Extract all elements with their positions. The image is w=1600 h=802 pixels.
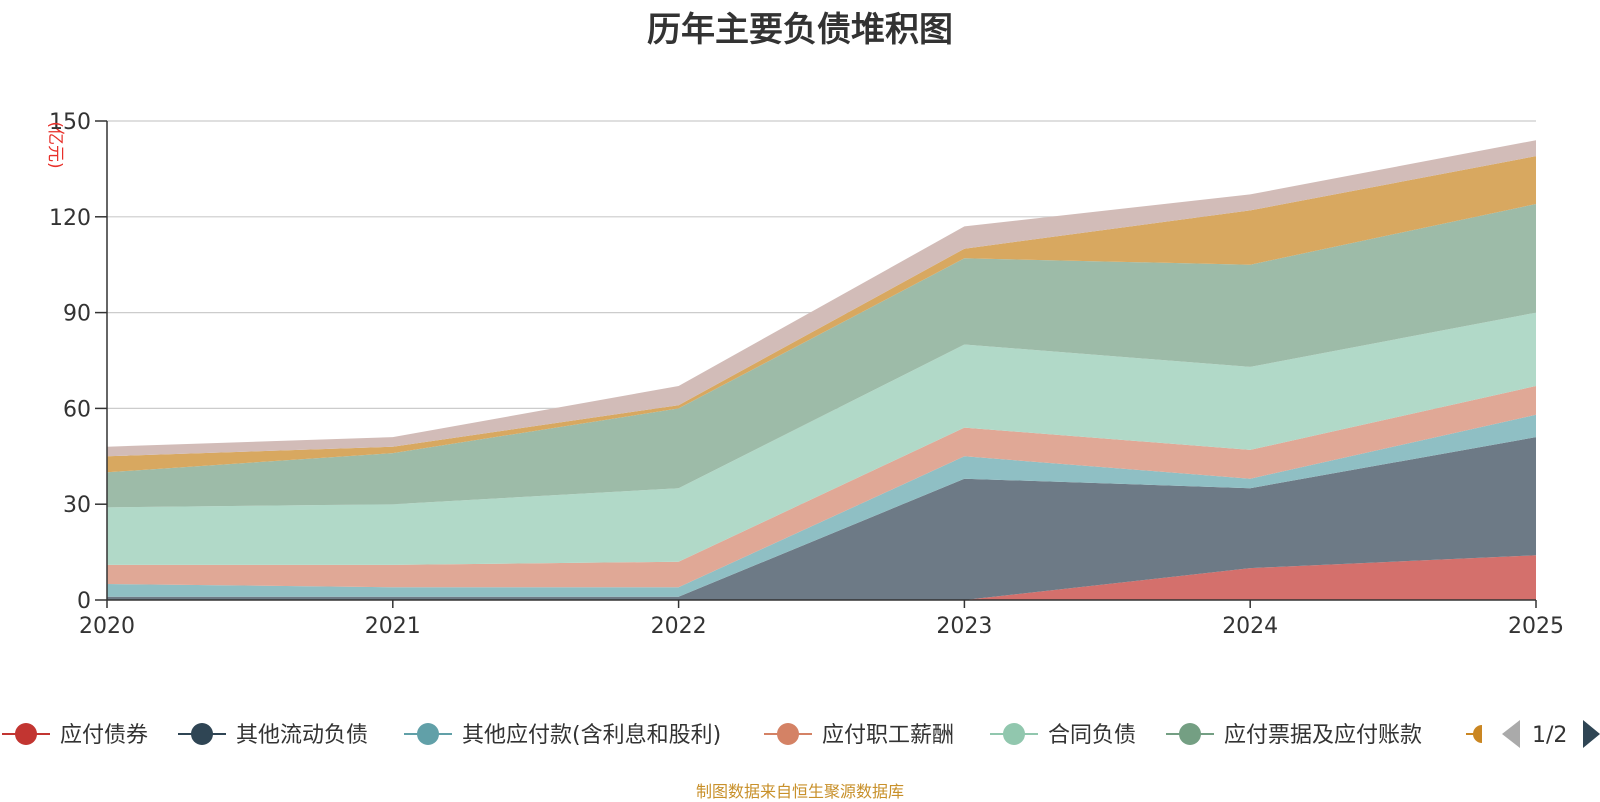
x-tick-label: 2022 bbox=[651, 614, 707, 639]
legend-item-3[interactable]: 应付职工薪酬 bbox=[764, 723, 954, 748]
area-series-4[interactable] bbox=[107, 312, 1536, 565]
y-tick-label: 30 bbox=[63, 493, 91, 518]
x-tick-label: 2024 bbox=[1222, 614, 1278, 639]
legend: 应付债券 其他流动负债 其他应付款(含利息和股利) 应付职工薪酬 合同负债 应付票据及应付… bbox=[2, 720, 1600, 748]
y-tick-label: 150 bbox=[49, 110, 91, 135]
legend-item-4[interactable]: 合同负债 bbox=[990, 723, 1136, 748]
x-tick-label: 2021 bbox=[365, 614, 421, 639]
legend-label: 应付债券 bbox=[60, 723, 148, 748]
legend-marker bbox=[1179, 723, 1201, 745]
legend-label: 其他流动负债 bbox=[236, 723, 368, 748]
y-tick-label: 0 bbox=[77, 589, 91, 614]
legend-marker bbox=[15, 723, 37, 745]
x-tick-label: 2023 bbox=[936, 614, 992, 639]
area-series-7[interactable] bbox=[107, 140, 1536, 457]
area-series-6[interactable] bbox=[107, 156, 1536, 473]
area-series-5[interactable] bbox=[107, 204, 1536, 508]
y-tick-label: 120 bbox=[49, 206, 91, 231]
legend-item-2[interactable]: 其他应付款(含利息和股利) bbox=[404, 723, 721, 748]
area-series bbox=[107, 140, 1536, 600]
legend-marker bbox=[1473, 725, 1482, 743]
x-tick-label: 2020 bbox=[79, 614, 135, 639]
legend-marker bbox=[1003, 723, 1025, 745]
legend-item-0[interactable]: 应付债券 bbox=[2, 723, 148, 748]
legend-item-6-partial[interactable] bbox=[1466, 725, 1482, 743]
y-tick-label: 90 bbox=[63, 302, 91, 327]
legend-item-5[interactable]: 应付票据及应付账款 bbox=[1166, 723, 1422, 748]
legend-page-indicator: 1/2 bbox=[1532, 723, 1567, 748]
y-tick-label: 60 bbox=[63, 397, 91, 422]
legend-label: 应付职工薪酬 bbox=[822, 723, 954, 748]
area-series-3[interactable] bbox=[107, 386, 1536, 588]
source-note: 制图数据来自恒生聚源数据库 bbox=[695, 782, 904, 801]
axes: 0 30 60 90 120 150 2020 2021 2022 2023 2024 2025 (亿元… bbox=[45, 110, 1564, 639]
legend-label: 其他应付款(含利息和股利) bbox=[462, 723, 721, 748]
legend-marker bbox=[777, 723, 799, 745]
x-tick-label: 2025 bbox=[1508, 614, 1564, 639]
area-series-1[interactable] bbox=[107, 437, 1536, 600]
legend-item-1[interactable]: 其他流动负债 bbox=[178, 723, 368, 748]
legend-label: 合同负债 bbox=[1048, 723, 1136, 748]
area-series-0[interactable] bbox=[107, 555, 1536, 600]
legend-marker bbox=[191, 723, 213, 745]
y-axis-unit: (亿元) bbox=[45, 121, 65, 168]
legend-marker bbox=[417, 723, 439, 745]
legend-next-page-icon[interactable] bbox=[1583, 720, 1600, 748]
legend-prev-page-icon[interactable] bbox=[1502, 720, 1520, 748]
chart-title: 历年主要负债堆积图 bbox=[647, 10, 953, 50]
legend-label: 应付票据及应付账款 bbox=[1224, 723, 1422, 748]
